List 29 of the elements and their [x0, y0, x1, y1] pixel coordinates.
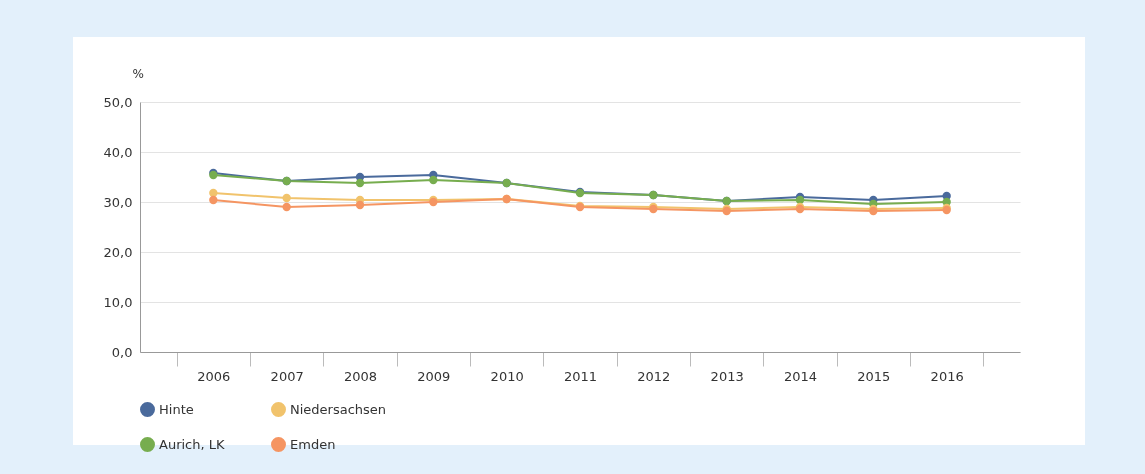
y-tick-label: 30,0	[103, 194, 133, 210]
y-tick-label: 40,0	[103, 144, 133, 160]
x-tick-label: 2009	[417, 368, 451, 384]
point	[209, 195, 218, 205]
y-tick-label: 50,0	[103, 94, 133, 110]
point	[429, 175, 438, 185]
x-tick-label: 2011	[563, 368, 598, 384]
y-axis-title: %	[132, 66, 144, 81]
x-tick-label: 2012	[637, 368, 671, 384]
x-tick-label: 2010	[490, 368, 524, 384]
y-tick-label: 10,0	[103, 294, 133, 310]
x-tick-label: 2008	[343, 368, 378, 384]
y-tick-label: 0,0	[111, 344, 133, 360]
x-tick-label: 2015	[857, 368, 891, 384]
legend-label: Emden	[290, 436, 336, 452]
x-tick-label: 2014	[783, 368, 818, 384]
x-tick-label: 2016	[930, 368, 964, 384]
legend-label: Aurich, LK	[159, 436, 225, 452]
point	[209, 188, 218, 198]
point	[282, 193, 291, 203]
point	[355, 178, 365, 188]
y-tick-label: 20,0	[103, 244, 133, 260]
legend-label: Niedersachsen	[290, 401, 387, 417]
point	[355, 200, 365, 210]
point	[282, 202, 291, 212]
x-tick-label: 2006	[197, 368, 231, 384]
x-tick-label: 2007	[270, 368, 304, 384]
legend-label: Hinte	[159, 401, 194, 417]
x-tick-label: 2013	[710, 368, 744, 384]
